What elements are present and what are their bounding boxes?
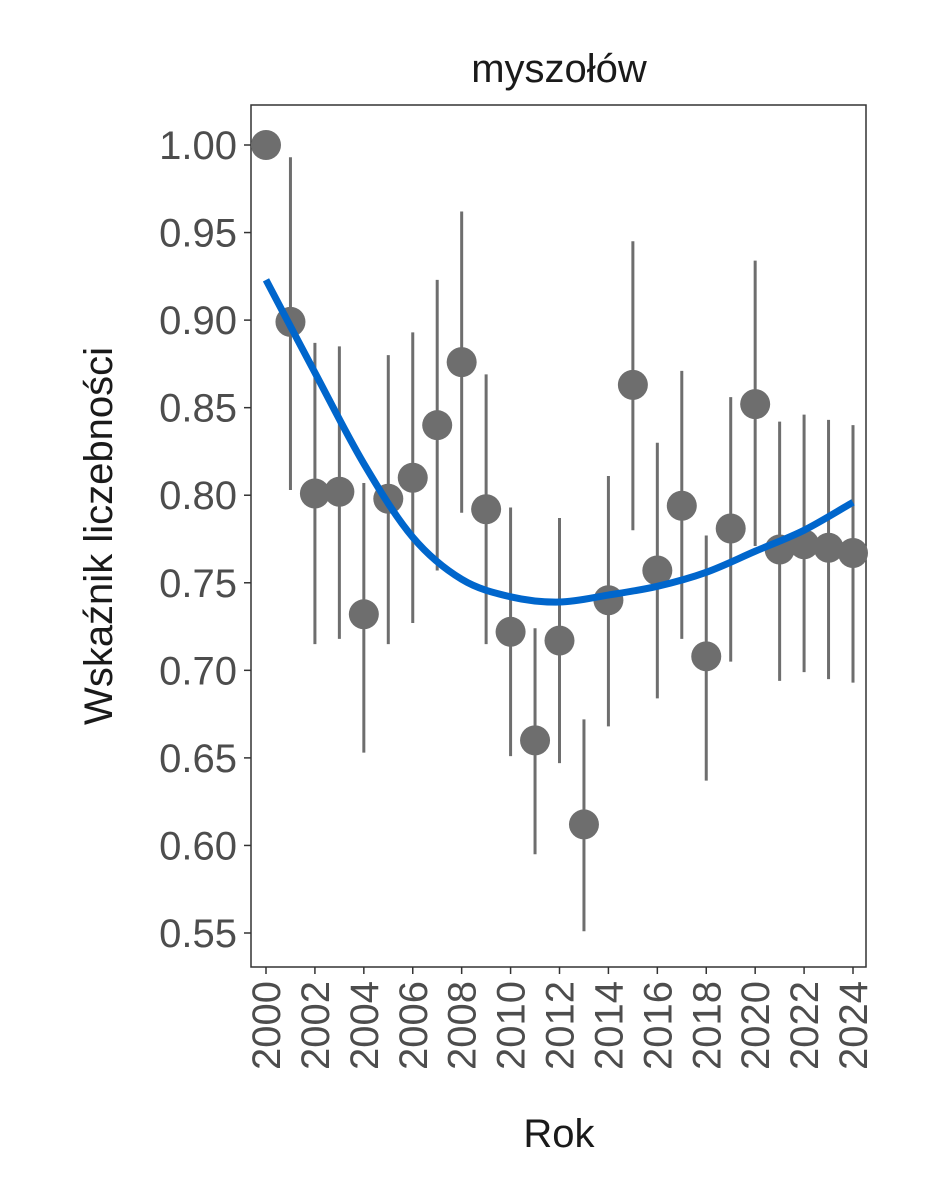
data-point bbox=[324, 476, 355, 507]
y-tick-label: 0.65 bbox=[159, 737, 237, 781]
x-tick-label: 2004 bbox=[343, 981, 387, 1070]
data-point bbox=[813, 532, 844, 563]
x-tick-label: 2020 bbox=[734, 981, 778, 1070]
x-axis-label: Rok bbox=[523, 1112, 595, 1156]
x-tick-label: 2010 bbox=[490, 981, 534, 1070]
data-point bbox=[666, 490, 697, 521]
y-tick-label: 0.75 bbox=[159, 562, 237, 606]
y-tick-label: 1.00 bbox=[159, 124, 237, 168]
data-point bbox=[495, 616, 526, 647]
data-point bbox=[397, 462, 428, 493]
data-point bbox=[348, 599, 379, 630]
trend-line bbox=[262, 278, 855, 606]
data-point bbox=[715, 513, 746, 544]
y-tick-label: 0.80 bbox=[159, 474, 237, 518]
y-tick-label: 0.55 bbox=[159, 912, 237, 956]
x-tick-label: 2000 bbox=[245, 981, 289, 1070]
data-point bbox=[544, 625, 575, 656]
data-point bbox=[251, 130, 281, 160]
data-point bbox=[691, 641, 722, 672]
y-tick-label: 0.85 bbox=[159, 387, 237, 431]
data-point bbox=[520, 725, 551, 756]
data-point bbox=[422, 410, 453, 441]
data-point bbox=[568, 809, 599, 840]
x-tick-label: 2008 bbox=[441, 981, 485, 1070]
data-point bbox=[299, 478, 330, 509]
data-point bbox=[740, 389, 771, 420]
y-tick-label: 0.90 bbox=[159, 299, 237, 343]
data-point bbox=[446, 347, 477, 378]
data-point bbox=[642, 555, 673, 586]
y-tick-label: 0.70 bbox=[159, 649, 237, 693]
data-point bbox=[471, 494, 502, 525]
x-tick-label: 2016 bbox=[636, 981, 680, 1070]
x-tick-label: 2012 bbox=[539, 981, 583, 1070]
x-tick-label: 2002 bbox=[294, 981, 338, 1070]
data-point bbox=[617, 369, 648, 400]
plot-panel bbox=[250, 104, 867, 968]
y-tick-label: 0.95 bbox=[159, 212, 237, 256]
x-tick-label: 2018 bbox=[685, 981, 729, 1070]
x-tick-label: 2014 bbox=[587, 981, 631, 1070]
data-point bbox=[838, 538, 868, 569]
x-tick-label: 2022 bbox=[783, 981, 827, 1070]
chart-title: myszołów bbox=[471, 47, 647, 91]
y-axis-label: Wskaźnik liczebności bbox=[77, 347, 121, 725]
x-tick-label: 2024 bbox=[832, 981, 876, 1070]
y-tick-label: 0.60 bbox=[159, 824, 237, 868]
x-tick-label: 2006 bbox=[392, 981, 436, 1070]
